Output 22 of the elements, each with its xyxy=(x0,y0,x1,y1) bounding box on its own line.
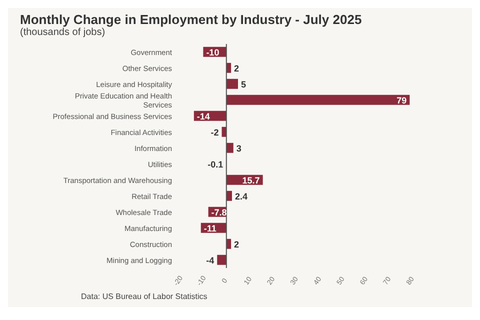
data-label: -11 xyxy=(204,223,216,234)
bar xyxy=(226,190,232,201)
data-label: 79 xyxy=(396,95,407,106)
text: Data: US Bureau of Labor Statistics xyxy=(81,292,208,301)
bar xyxy=(217,254,226,265)
data-label: 3 xyxy=(236,143,242,154)
bar xyxy=(226,78,238,89)
chart-title: Monthly Change in Employment by Industry - July 2025 xyxy=(20,12,363,27)
data-label: -10 xyxy=(206,47,220,58)
data-label: -4 xyxy=(206,255,214,266)
data-label: 2 xyxy=(234,239,240,250)
data-label: -2 xyxy=(210,127,219,138)
data-label: -7.8 xyxy=(211,207,227,218)
data-label: -0.1 xyxy=(208,159,224,170)
data-label: -14 xyxy=(196,111,210,122)
data-label: 15.7 xyxy=(242,175,260,186)
data-label: 2 xyxy=(234,63,240,74)
text: (thousands of jobs) xyxy=(20,27,106,38)
bar xyxy=(226,142,234,153)
data-label: 2.4 xyxy=(234,191,248,202)
data-label: 5 xyxy=(241,79,246,90)
bar xyxy=(226,94,410,105)
